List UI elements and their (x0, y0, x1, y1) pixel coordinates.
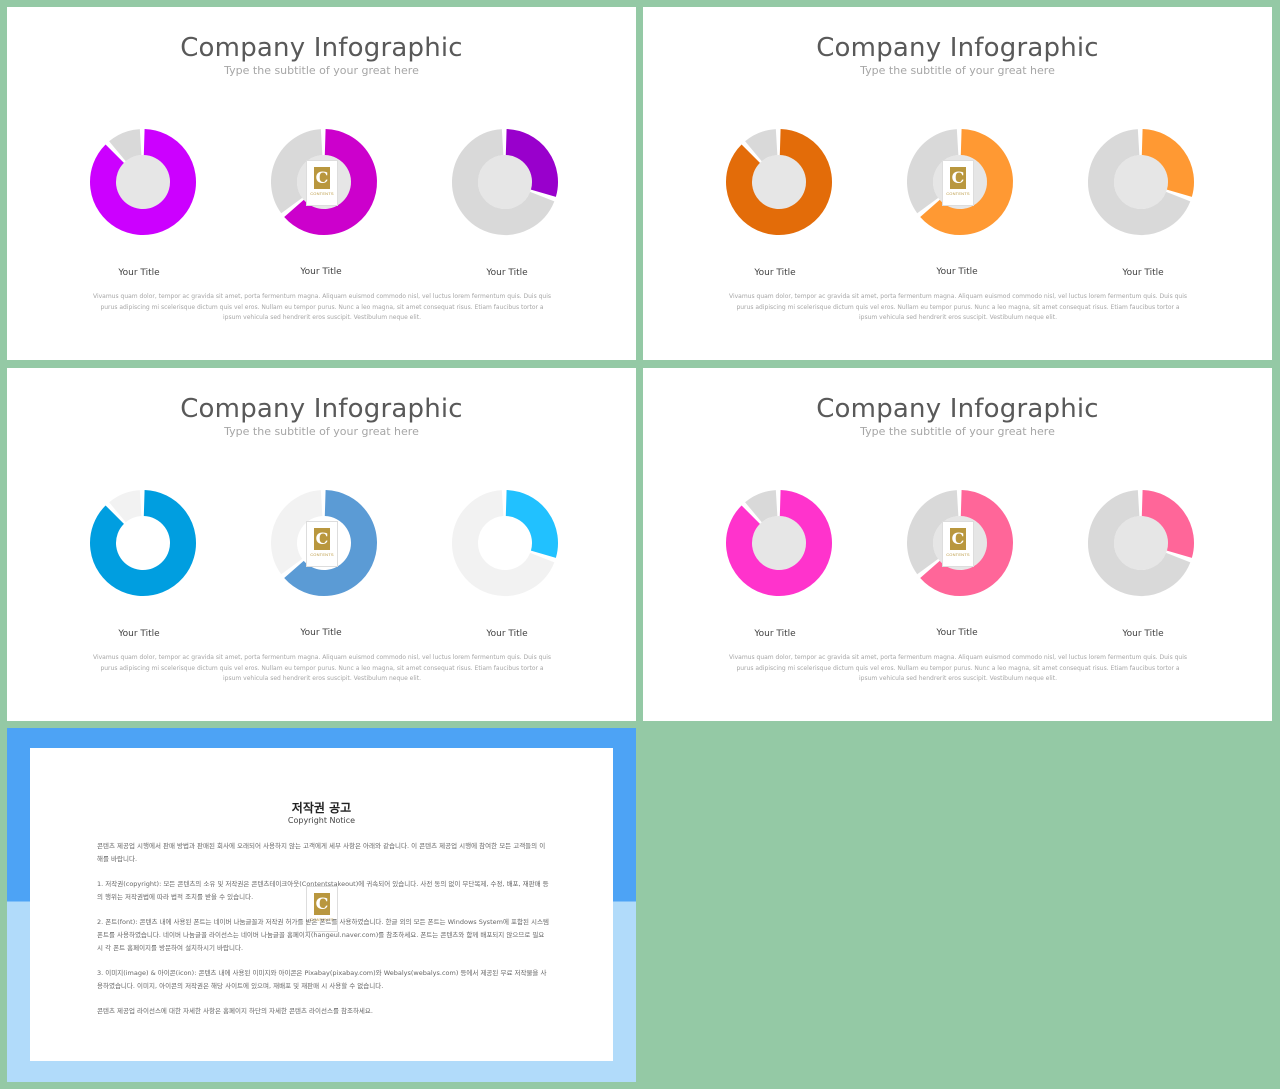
item-title: Your Title (936, 628, 978, 638)
donut-value-arc (920, 129, 1013, 235)
donut-chart (1086, 488, 1196, 598)
donut-value-arc (90, 490, 196, 596)
donut-center (478, 155, 532, 209)
donut-center (752, 516, 806, 570)
donut-value-arc (920, 490, 1013, 596)
copyright-notice-slide: 저작권 공고 Copyright Notice C CONTENTS 콘텐츠 제… (7, 728, 636, 1082)
donut-track (452, 129, 555, 235)
donut-value-arc (90, 129, 196, 235)
slide-subtitle: Type the subtitle of your great here (224, 64, 419, 77)
infographic-slide: Company Infographic Type the subtitle of … (7, 7, 636, 360)
donut-center (1114, 516, 1168, 570)
slide-title: Company Infographic (816, 33, 1099, 63)
donut-value-arc (505, 129, 558, 197)
donut-track (745, 490, 779, 523)
donut-track (1088, 490, 1191, 596)
donut-track (452, 490, 555, 596)
item-title: Your Title (118, 268, 160, 278)
donut-chart (88, 488, 198, 598)
donut-center (116, 516, 170, 570)
item-title: Your Title (936, 267, 978, 277)
donut-track (109, 490, 143, 523)
donut-value-arc (726, 129, 832, 235)
item-title: Your Title (754, 268, 796, 278)
slide-title: Company Infographic (180, 394, 463, 424)
infographic-slide: Company Infographic Type the subtitle of … (7, 368, 636, 721)
item-title: Your Title (300, 628, 342, 638)
donut-track (907, 490, 960, 575)
notice-paragraph: 콘텐츠 제공업 시행에서 판매 방법과 판매된 회사에 오래되어 사용하지 않는… (97, 842, 546, 863)
notice-paragraph: 1. 저작권(copyright): 모든 콘텐츠의 소유 및 저작권은 콘텐츠… (97, 880, 549, 901)
watermark-logo: C CONTENTS (306, 160, 338, 206)
watermark-logo: C CONTENTS (942, 160, 974, 206)
body-text: Vivamus quam dolor, tempor ac gravida si… (728, 654, 1188, 682)
donut-value-arc (1141, 129, 1194, 197)
item-title: Your Title (486, 629, 528, 639)
body-text: Vivamus quam dolor, tempor ac gravida si… (92, 654, 552, 682)
donut-track (745, 129, 779, 162)
slide-subtitle: Type the subtitle of your great here (860, 425, 1055, 438)
donut-value-arc (284, 129, 377, 235)
donut-track (271, 490, 324, 575)
watermark-logo: C CONTENTS (306, 886, 338, 932)
donut-value-arc (284, 490, 377, 596)
donut-chart (450, 127, 560, 237)
donut-track (907, 129, 960, 214)
slide-subtitle: Type the subtitle of your great here (860, 64, 1055, 77)
body-text: Vivamus quam dolor, tempor ac gravida si… (728, 293, 1188, 321)
slide-subtitle: Type the subtitle of your great here (224, 425, 419, 438)
donut-center (752, 155, 806, 209)
infographic-slide: Company Infographic Type the subtitle of … (643, 368, 1272, 721)
item-title: Your Title (754, 629, 796, 639)
watermark-logo: C CONTENTS (942, 521, 974, 567)
donut-chart (724, 127, 834, 237)
infographic-slide: Company Infographic Type the subtitle of … (643, 7, 1272, 360)
body-text: Vivamus quam dolor, tempor ac gravida si… (92, 293, 552, 321)
donut-center (116, 155, 170, 209)
item-title: Your Title (1122, 268, 1164, 278)
notice-paragraph: 2. 폰트(font): 콘텐츠 내에 사용된 폰트는 네이버 나눔글꼴과 저작… (97, 918, 549, 952)
donut-chart (88, 127, 198, 237)
donut-value-arc (726, 490, 832, 596)
notice-body: 콘텐츠 제공업 시행에서 판매 방법과 판매된 회사에 오래되어 사용하지 않는… (97, 840, 549, 1031)
donut-track (1088, 129, 1191, 235)
donut-chart (450, 488, 560, 598)
donut-track (109, 129, 143, 162)
item-title: Your Title (118, 629, 160, 639)
item-title: Your Title (300, 267, 342, 277)
slide-title: Company Infographic (816, 394, 1099, 424)
donut-chart (724, 488, 834, 598)
donut-value-arc (505, 490, 558, 558)
donut-value-arc (1141, 490, 1194, 558)
donut-track (271, 129, 324, 214)
notice-paragraph: 3. 이미지(image) & 아이콘(icon): 콘텐츠 내에 사용된 이미… (97, 969, 547, 990)
notice-paragraph: 콘텐츠 제공업 라이선스에 대한 자세한 사항은 홈페이지 하단의 자세한 콘텐… (97, 1007, 373, 1016)
slide-title: Company Infographic (180, 33, 463, 63)
donut-center (478, 516, 532, 570)
notice-subtitle: Copyright Notice (287, 816, 356, 825)
donut-chart (1086, 127, 1196, 237)
item-title: Your Title (486, 268, 528, 278)
item-title: Your Title (1122, 629, 1164, 639)
watermark-logo: C CONTENTS (306, 521, 338, 567)
notice-card: 저작권 공고 Copyright Notice C CONTENTS 콘텐츠 제… (30, 748, 613, 1061)
notice-title: 저작권 공고 (291, 801, 352, 815)
donut-center (1114, 155, 1168, 209)
